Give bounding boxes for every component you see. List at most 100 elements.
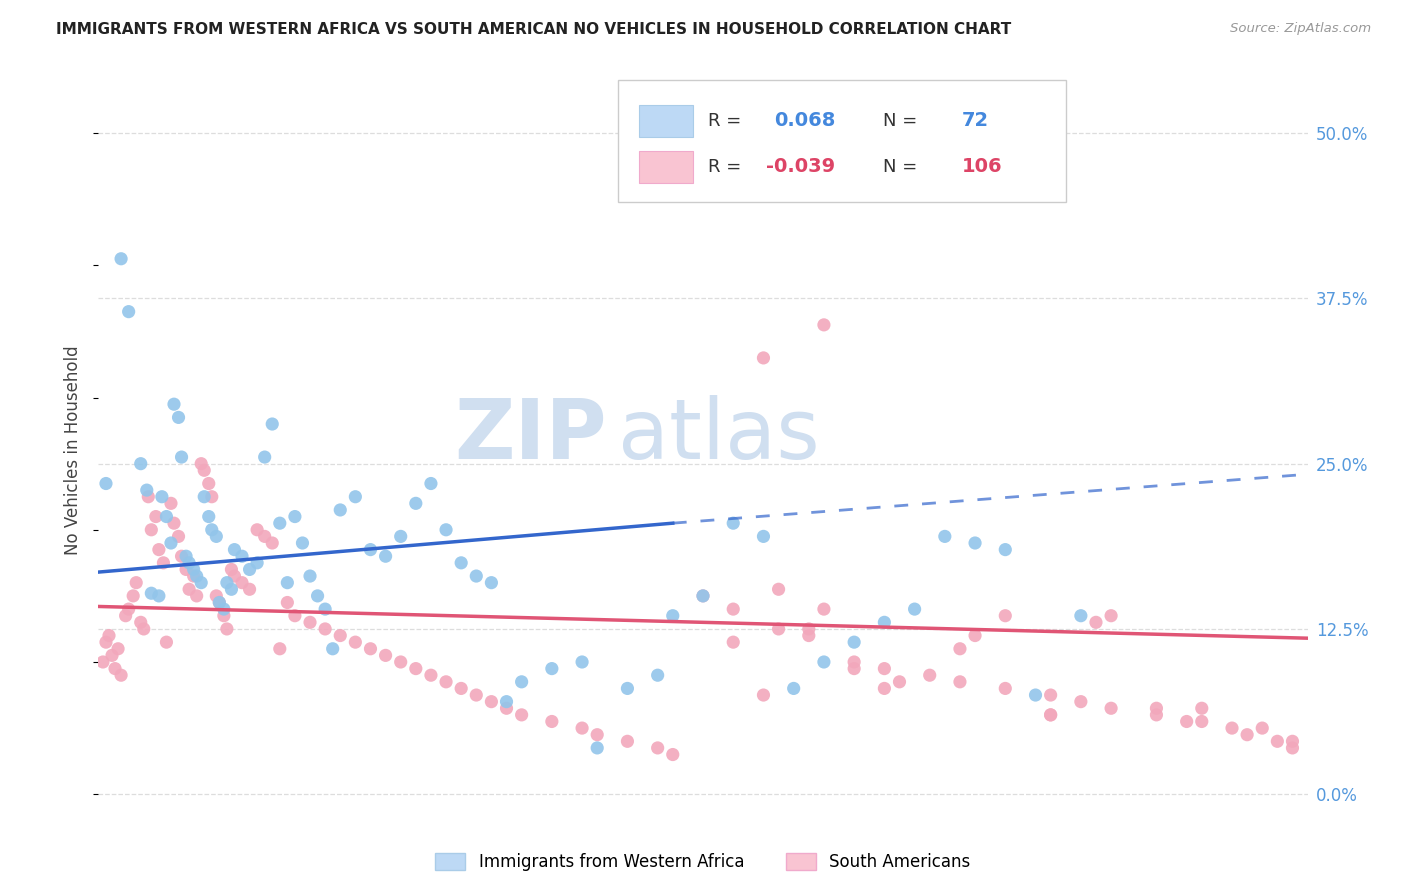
Point bbox=[783, 681, 806, 696]
Text: ZIP: ZIP bbox=[454, 395, 606, 476]
Y-axis label: No Vehicles in Household: No Vehicles in Household bbox=[65, 345, 83, 556]
Point bbox=[179, 556, 201, 570]
Point bbox=[118, 304, 141, 318]
Point bbox=[239, 582, 262, 597]
Point bbox=[299, 569, 322, 583]
Point bbox=[510, 707, 533, 722]
Point bbox=[160, 496, 183, 510]
Point bbox=[813, 602, 835, 616]
Point bbox=[495, 701, 517, 715]
Point bbox=[1146, 707, 1168, 722]
Point bbox=[329, 503, 352, 517]
Point bbox=[797, 622, 820, 636]
Point bbox=[190, 575, 212, 590]
Point bbox=[122, 589, 145, 603]
Point bbox=[434, 674, 457, 689]
Point bbox=[160, 536, 183, 550]
Point bbox=[155, 635, 177, 649]
Point bbox=[813, 318, 835, 332]
Point bbox=[571, 721, 593, 735]
Point bbox=[262, 536, 284, 550]
Point bbox=[224, 542, 246, 557]
Point bbox=[135, 483, 157, 497]
Point bbox=[269, 516, 291, 531]
Point bbox=[101, 648, 124, 663]
Point bbox=[450, 681, 472, 696]
Point bbox=[148, 589, 170, 603]
Point bbox=[661, 608, 683, 623]
Point bbox=[586, 728, 609, 742]
Point bbox=[179, 582, 201, 597]
Point bbox=[616, 681, 638, 696]
Point bbox=[647, 740, 669, 755]
Point bbox=[193, 490, 215, 504]
Point bbox=[465, 569, 488, 583]
Point bbox=[186, 589, 208, 603]
Point bbox=[495, 695, 517, 709]
Point bbox=[307, 589, 329, 603]
Point bbox=[768, 582, 790, 597]
Point bbox=[129, 457, 152, 471]
Point bbox=[170, 549, 193, 564]
Point bbox=[389, 529, 412, 543]
Point bbox=[314, 602, 336, 616]
Point bbox=[284, 509, 307, 524]
Point bbox=[212, 602, 235, 616]
Point bbox=[221, 562, 243, 576]
Point bbox=[276, 595, 298, 609]
Point bbox=[110, 668, 132, 682]
Text: N =: N = bbox=[883, 112, 924, 129]
Point bbox=[155, 509, 177, 524]
Point bbox=[918, 668, 941, 682]
Text: Source: ZipAtlas.com: Source: ZipAtlas.com bbox=[1230, 22, 1371, 36]
Point bbox=[183, 569, 205, 583]
Point bbox=[224, 569, 246, 583]
Point bbox=[1267, 734, 1289, 748]
Text: 106: 106 bbox=[962, 157, 1002, 176]
Point bbox=[405, 496, 427, 510]
Point bbox=[752, 529, 775, 543]
Text: atlas: atlas bbox=[619, 395, 820, 476]
Point bbox=[1099, 701, 1122, 715]
Point bbox=[152, 556, 174, 570]
Point bbox=[276, 575, 298, 590]
Point bbox=[889, 674, 911, 689]
Point bbox=[231, 549, 253, 564]
Point bbox=[150, 490, 173, 504]
Point bbox=[1175, 714, 1198, 729]
Point bbox=[163, 397, 186, 411]
Point bbox=[94, 476, 117, 491]
Point bbox=[752, 688, 775, 702]
Point bbox=[170, 450, 193, 464]
Point bbox=[205, 529, 228, 543]
Point bbox=[212, 608, 235, 623]
Point bbox=[692, 589, 714, 603]
Point bbox=[201, 523, 224, 537]
Point bbox=[231, 575, 253, 590]
Point bbox=[246, 523, 269, 537]
Point bbox=[205, 589, 228, 603]
Point bbox=[934, 529, 956, 543]
Point bbox=[844, 655, 866, 669]
Point bbox=[239, 562, 262, 576]
Point bbox=[873, 662, 896, 676]
Point bbox=[94, 635, 117, 649]
Legend: Immigrants from Western Africa, South Americans: Immigrants from Western Africa, South Am… bbox=[427, 845, 979, 880]
Point bbox=[1024, 688, 1046, 702]
Point bbox=[163, 516, 186, 531]
Point bbox=[262, 417, 284, 431]
Point bbox=[873, 681, 896, 696]
Point bbox=[797, 629, 820, 643]
Point bbox=[481, 575, 503, 590]
Point bbox=[1039, 707, 1062, 722]
Point bbox=[661, 747, 683, 762]
Point bbox=[420, 668, 443, 682]
Point bbox=[174, 562, 197, 576]
Point bbox=[167, 529, 190, 543]
Point bbox=[118, 602, 141, 616]
Point bbox=[322, 641, 344, 656]
Point bbox=[221, 582, 243, 597]
Point bbox=[1039, 688, 1062, 702]
Point bbox=[465, 688, 488, 702]
Point bbox=[420, 476, 443, 491]
